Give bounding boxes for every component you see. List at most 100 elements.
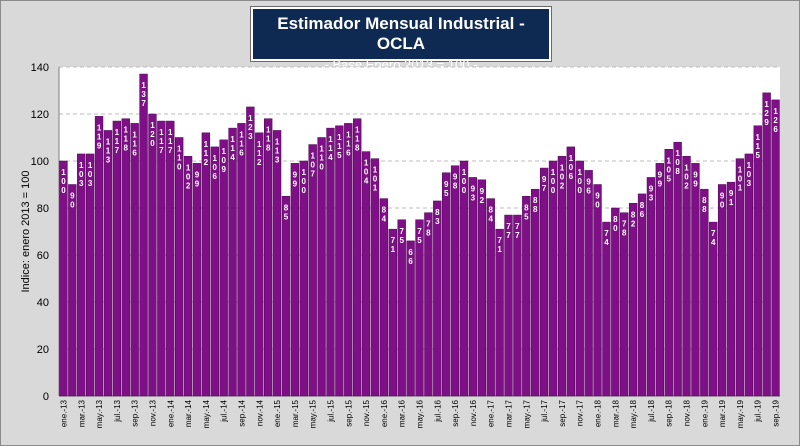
- x-tick-label: may.-18: [629, 399, 638, 428]
- x-tick-label: sep.-18: [665, 399, 674, 426]
- bar: [228, 127, 237, 397]
- x-tick-label: may.-16: [416, 399, 425, 428]
- bar: [504, 214, 513, 397]
- bar: [77, 153, 86, 397]
- y-tick-label: 140: [31, 62, 49, 74]
- bar: [637, 193, 647, 397]
- bar: [94, 116, 104, 397]
- y-axis-label: Indice: enero 2013 = 100: [20, 170, 32, 292]
- bar: [593, 184, 602, 397]
- bar: [557, 156, 567, 397]
- bar: [700, 188, 709, 397]
- x-tick-label: mar.-14: [184, 399, 193, 427]
- x-tick-label: mar.-17: [505, 399, 514, 427]
- x-tick-label: jul.-16: [433, 399, 442, 422]
- bar: [210, 146, 219, 397]
- bar: [406, 240, 415, 397]
- x-tick-label: ene.-15: [273, 399, 282, 427]
- bar: [726, 181, 736, 397]
- bar: [344, 123, 353, 397]
- x-tick-label: ene.-19: [700, 399, 709, 427]
- bar: [522, 196, 531, 397]
- bar: [735, 158, 745, 397]
- bar: [539, 167, 549, 397]
- bar: [682, 156, 691, 397]
- bar: [548, 160, 558, 397]
- x-tick-label: sep.-19: [772, 399, 781, 426]
- bar: [468, 177, 478, 397]
- bar: [477, 179, 486, 397]
- x-tick-label: ene.-16: [380, 399, 389, 427]
- bar: [237, 123, 246, 397]
- bar: [121, 118, 130, 397]
- bar: [68, 184, 77, 397]
- bar: [85, 153, 95, 397]
- y-tick-label: 40: [37, 297, 49, 309]
- x-tick-label: mar.-16: [398, 399, 407, 427]
- bar: [611, 207, 620, 397]
- x-tick-label: nov.-16: [469, 399, 478, 426]
- bar: [673, 141, 682, 397]
- bar: [379, 198, 389, 397]
- bar: [664, 149, 673, 397]
- bar: [148, 113, 157, 397]
- x-tick-label: ene.-13: [59, 399, 68, 427]
- bar: [486, 198, 495, 397]
- bar: [130, 123, 139, 397]
- bar: [709, 221, 718, 397]
- bar: [397, 219, 406, 397]
- x-tick-label: sep.-17: [558, 399, 567, 426]
- bar: [353, 118, 362, 397]
- bar: [415, 219, 424, 397]
- x-tick-label: mar.-18: [611, 399, 620, 427]
- bar: [112, 120, 122, 397]
- bar: [326, 127, 335, 397]
- bar: [691, 163, 700, 397]
- x-tick-label: jul.-15: [326, 399, 335, 422]
- bar: [290, 163, 300, 397]
- y-tick-label: 60: [37, 250, 49, 262]
- bar: [59, 160, 68, 397]
- x-tick-label: jul.-17: [540, 399, 549, 422]
- bar: [646, 177, 656, 397]
- bar: [175, 137, 184, 397]
- bar: [424, 212, 433, 397]
- x-tick-label: sep.-14: [237, 399, 246, 426]
- x-tick-label: nov.-14: [255, 399, 264, 426]
- x-tick-label: jul.-13: [113, 399, 122, 422]
- bar: [103, 130, 113, 397]
